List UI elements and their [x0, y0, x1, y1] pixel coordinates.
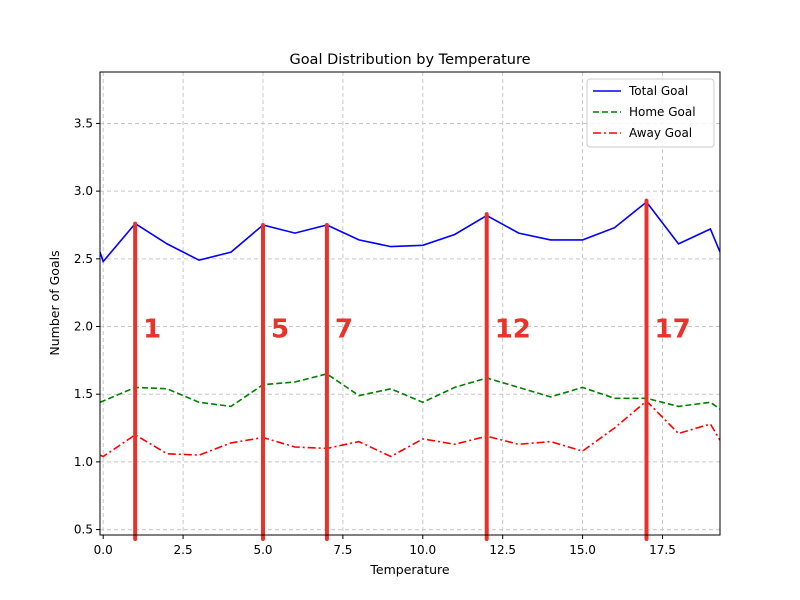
series-lines	[100, 200, 720, 458]
legend-box	[586, 78, 715, 148]
y-tick-label: 1.5	[74, 387, 93, 401]
y-tick-label: 3.5	[74, 116, 93, 130]
annotation-label: 17	[654, 314, 690, 344]
annotation-label: 12	[495, 314, 531, 344]
x-tick-label: 7.5	[333, 543, 352, 557]
legend-entry: Total Goal	[628, 84, 688, 98]
plot-frame	[99, 71, 721, 536]
chart-title: Goal Distribution by Temperature	[289, 52, 530, 68]
y-tick-label: 3.0	[74, 184, 93, 198]
annotation-label: 7	[335, 314, 353, 344]
y-tick-label: 2.5	[74, 252, 93, 266]
x-tick-label: 10.0	[409, 543, 436, 557]
x-tick-label: 17.5	[649, 543, 676, 557]
legend-entry: Away Goal	[629, 126, 692, 140]
x-axis-ticks: 0.0 2.5 5.0 7.5 10.0 12.5 15.0 17.5	[94, 535, 676, 557]
series-line-total-goal	[100, 200, 720, 264]
y-tick-label: 1.0	[74, 455, 93, 469]
legend: Total Goal Home Goal Away Goal	[586, 78, 715, 148]
series-line-away-goal	[100, 399, 720, 458]
x-tick-label: 15.0	[569, 543, 596, 557]
y-axis-ticks: 0.5 1.0 1.5 2.0 2.5 3.0 3.5	[74, 116, 100, 537]
y-tick-label: 2.0	[74, 320, 93, 334]
x-tick-label: 0.0	[94, 543, 113, 557]
series-line-home-goal	[100, 373, 720, 410]
annotation-label: 5	[271, 314, 289, 344]
x-tick-label: 5.0	[253, 543, 272, 557]
annotation-label: 1	[143, 314, 161, 344]
y-tick-label: 0.5	[74, 523, 93, 537]
hand-annotations: 1 5 7 12 17	[133, 198, 691, 541]
x-tick-label: 12.5	[489, 543, 516, 557]
x-axis-label: Temperature	[369, 562, 449, 577]
legend-entry: Home Goal	[629, 105, 696, 119]
y-axis-label: Number of Goals	[47, 250, 62, 355]
x-tick-label: 2.5	[174, 543, 193, 557]
